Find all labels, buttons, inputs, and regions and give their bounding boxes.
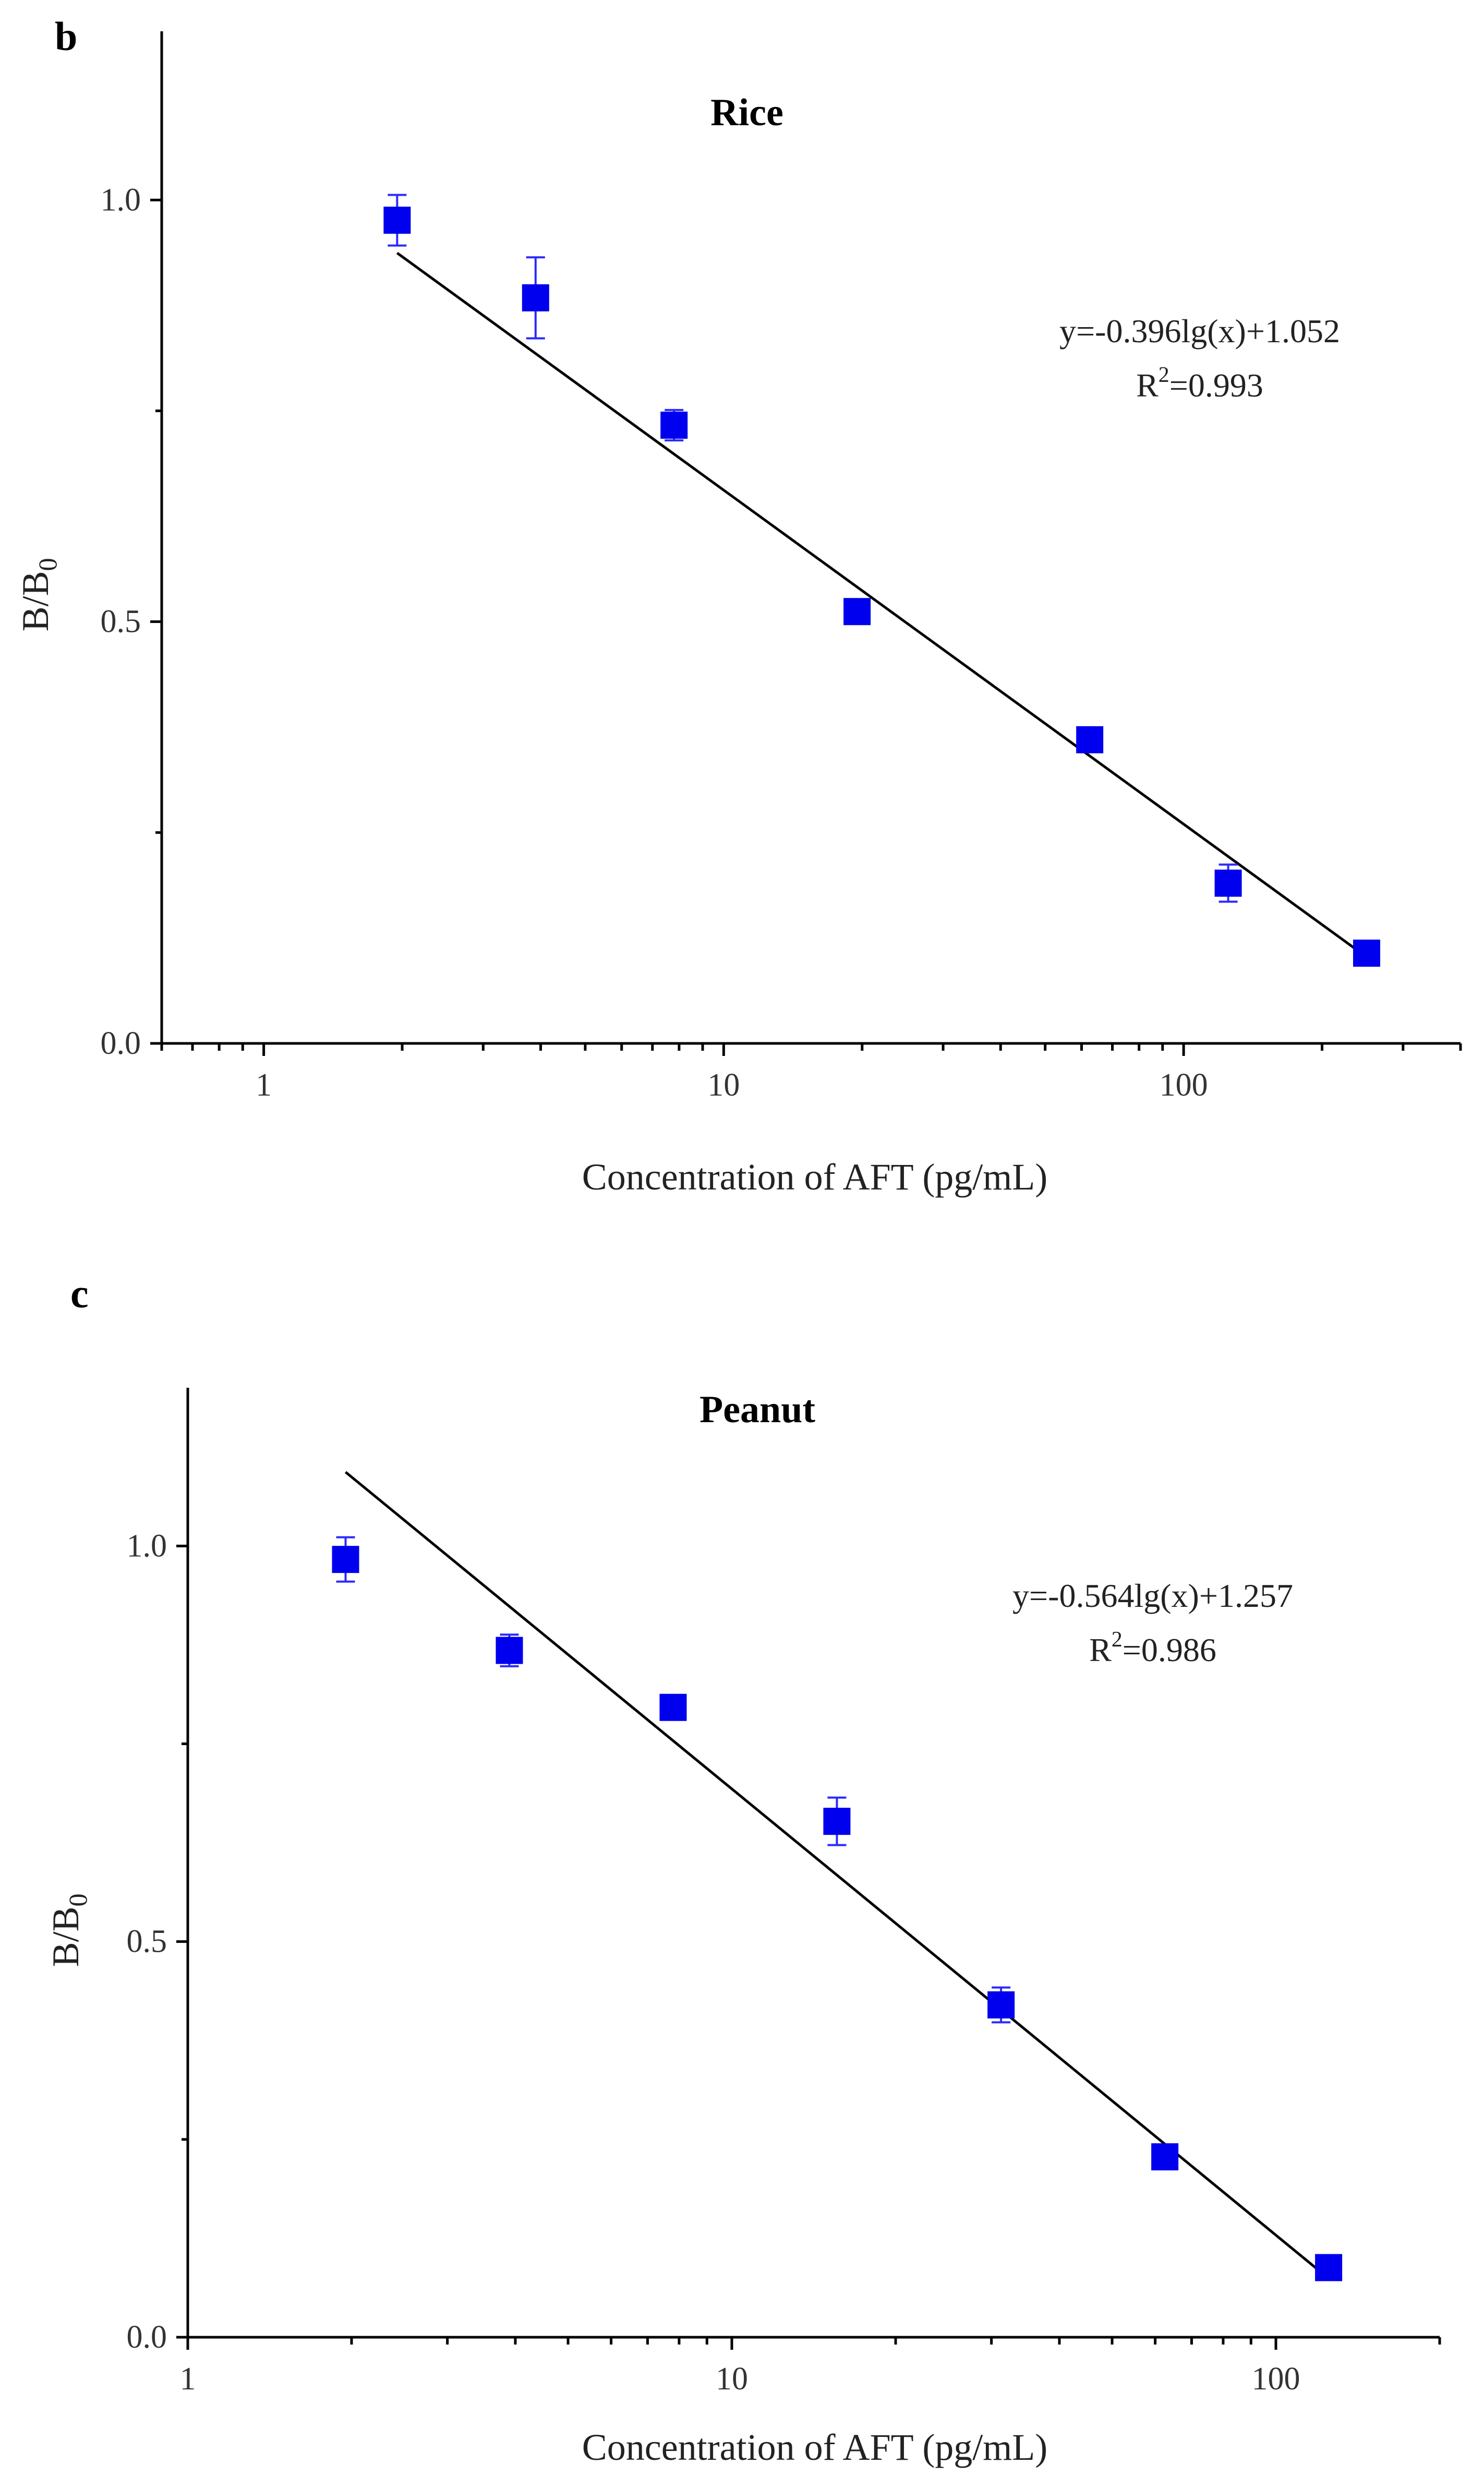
r2-superscript: 2 bbox=[1112, 1628, 1123, 1652]
x-tick-label: 10 bbox=[707, 1067, 740, 1103]
y-tick-label: 0.0 bbox=[127, 2319, 167, 2355]
r2-prefix: R bbox=[1089, 1631, 1112, 1668]
data-point bbox=[660, 411, 688, 439]
chart-title: Peanut bbox=[699, 1388, 815, 1431]
data-point bbox=[659, 1693, 687, 1721]
panel-b-rice: b Rice y=-0.396lg(x)+1.052 R2=0.993 Conc… bbox=[15, 14, 1462, 1198]
r2-value: =0.993 bbox=[1169, 367, 1263, 404]
y-axis-title-main: B/B bbox=[45, 1906, 87, 1967]
r2-value: =0.986 bbox=[1123, 1631, 1216, 1668]
data-point bbox=[823, 1808, 851, 1835]
panel-c-peanut: c Peanut y=-0.564lg(x)+1.257 R2=0.986 Co… bbox=[45, 1271, 1441, 2468]
r2-prefix: R bbox=[1136, 367, 1159, 404]
x-tick-label: 1 bbox=[256, 1067, 272, 1103]
x-axis-title: Concentration of AFT (pg/mL) bbox=[582, 2426, 1048, 2468]
data-point bbox=[1151, 2143, 1179, 2171]
y-axis-title: B/B0 bbox=[45, 1893, 92, 1967]
y-tick-label: 0.5 bbox=[101, 604, 141, 640]
y-axis-title: B/B0 bbox=[15, 558, 62, 631]
y-tick-label: 0.5 bbox=[127, 1924, 167, 1960]
chart-title: Rice bbox=[710, 91, 783, 134]
r2-superscript: 2 bbox=[1159, 363, 1169, 387]
panel-letter: c bbox=[70, 1271, 89, 1316]
x-axis-title: Concentration of AFT (pg/mL) bbox=[582, 1156, 1048, 1198]
data-point bbox=[332, 1546, 359, 1573]
data-point bbox=[1315, 2254, 1343, 2281]
y-tick-label: 1.0 bbox=[101, 182, 141, 218]
x-tick-label: 1 bbox=[180, 2361, 196, 2397]
data-point bbox=[383, 207, 411, 234]
r-squared: R2=0.986 bbox=[1089, 1628, 1216, 1668]
y-tick-label: 1.0 bbox=[127, 1528, 167, 1564]
data-point bbox=[843, 598, 871, 626]
y-axis-title-main: B/B bbox=[15, 571, 56, 631]
r-squared: R2=0.993 bbox=[1136, 363, 1263, 404]
data-point bbox=[1076, 726, 1104, 753]
fit-equation: y=-0.396lg(x)+1.052 bbox=[1059, 312, 1340, 350]
data-point bbox=[522, 284, 549, 311]
data-point bbox=[1353, 940, 1381, 967]
data-point bbox=[1214, 869, 1242, 897]
x-tick-label: 100 bbox=[1160, 1067, 1208, 1103]
regression-line bbox=[396, 251, 1368, 958]
x-tick-label: 10 bbox=[716, 2361, 748, 2397]
data-point bbox=[987, 1991, 1015, 2018]
y-axis-title-sub: 0 bbox=[33, 558, 62, 571]
panel-letter: b bbox=[55, 14, 77, 59]
y-axis-title-sub: 0 bbox=[63, 1893, 92, 1906]
y-tick-label: 0.0 bbox=[101, 1026, 141, 1061]
data-point bbox=[496, 1637, 523, 1664]
fit-equation: y=-0.564lg(x)+1.257 bbox=[1012, 1577, 1293, 1614]
x-tick-label: 100 bbox=[1252, 2361, 1300, 2397]
